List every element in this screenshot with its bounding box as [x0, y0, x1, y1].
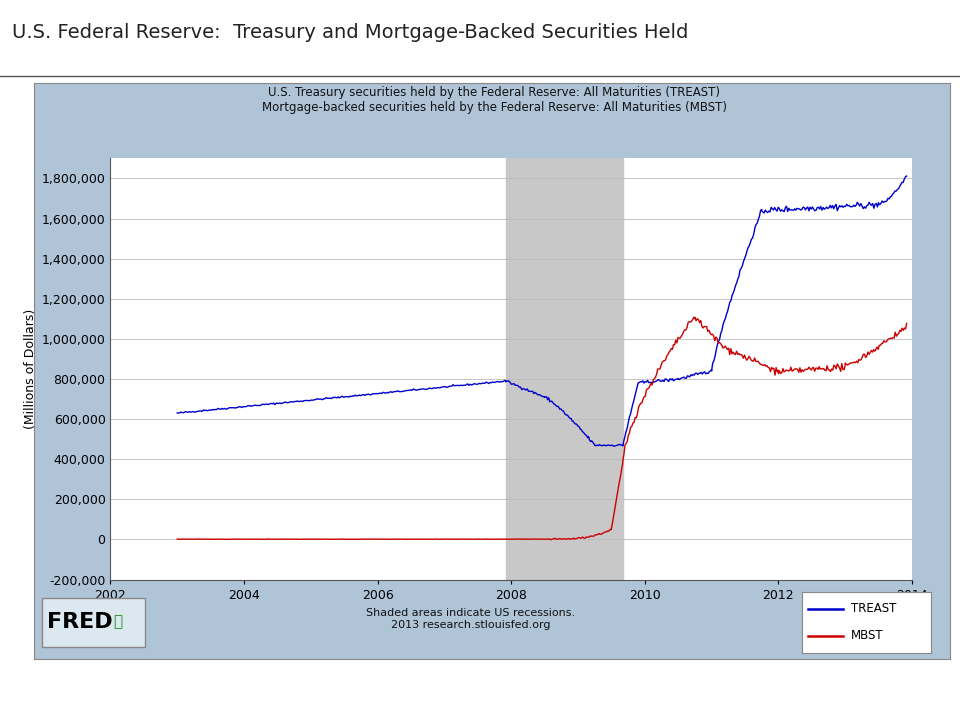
Text: Shaded areas indicate US recessions.
2013 research.stlouisfed.org: Shaded areas indicate US recessions. 201… — [366, 608, 575, 630]
Text: FRED: FRED — [47, 611, 113, 631]
Text: MBST: MBST — [851, 629, 883, 642]
Text: ⟋: ⟋ — [113, 614, 123, 629]
Bar — [506, 158, 623, 580]
Bar — [41, 598, 146, 647]
Text: U.S. Federal Reserve:  Treasury and Mortgage-Backed Securities Held: U.S. Federal Reserve: Treasury and Mortg… — [12, 23, 689, 42]
Text: TREAST: TREAST — [851, 603, 897, 616]
Y-axis label: (Millions of Dollars): (Millions of Dollars) — [25, 309, 37, 429]
Text: U.S. Treasury securities held by the Federal Reserve: All Maturities (TREAST)
Mo: U.S. Treasury securities held by the Fed… — [262, 86, 727, 114]
